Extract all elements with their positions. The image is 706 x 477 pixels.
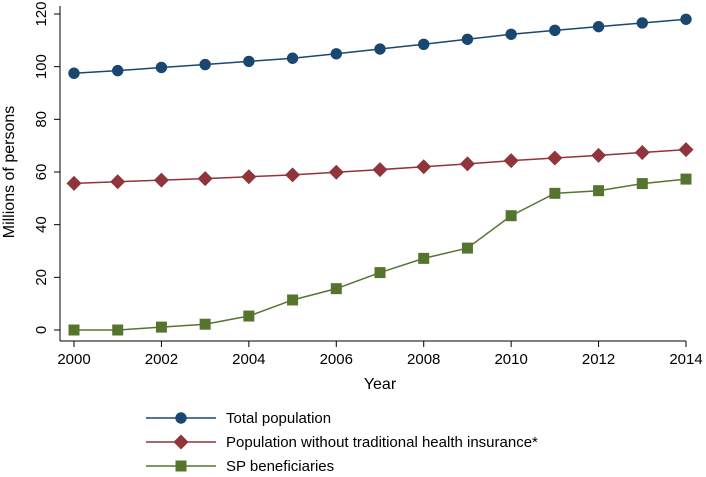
data-point xyxy=(416,159,432,175)
x-tick-label: 2002 xyxy=(145,351,178,368)
legend-marker xyxy=(175,412,187,424)
data-point xyxy=(330,48,342,60)
data-point xyxy=(153,172,169,188)
legend-label: SP beneficiaries xyxy=(226,458,334,475)
data-point xyxy=(372,162,388,178)
data-point xyxy=(199,58,211,71)
legend-marker xyxy=(175,460,187,472)
data-point xyxy=(549,24,561,37)
legend-item: SP beneficiaries xyxy=(146,458,334,475)
y-tick-label: 120 xyxy=(33,1,50,26)
data-point xyxy=(330,283,342,295)
data-point xyxy=(505,28,517,40)
series-layer xyxy=(66,13,694,336)
data-point xyxy=(374,267,386,279)
axes: 0 20 40 60 80 100 120 2000 2002 2004 2006 2008 2010… xyxy=(33,1,703,368)
data-point xyxy=(374,43,386,55)
data-point xyxy=(286,52,299,64)
data-point xyxy=(418,38,430,50)
data-point xyxy=(459,156,475,172)
legend-marker xyxy=(173,434,189,450)
series-line xyxy=(74,178,687,331)
x-tick-label: 2004 xyxy=(232,351,265,368)
y-tick-label: 20 xyxy=(33,269,50,286)
data-point xyxy=(680,13,692,25)
data-point xyxy=(634,145,650,161)
x-ticks: 2000 2002 2004 2006 2008 2010 2012 2014 xyxy=(57,341,703,368)
data-point xyxy=(243,55,255,68)
data-point xyxy=(285,167,301,183)
x-tick-label: 2008 xyxy=(407,351,440,368)
data-point xyxy=(155,61,168,74)
data-point xyxy=(112,64,124,77)
legend: Total population Population without tradi… xyxy=(146,410,538,475)
y-ticks: 0 20 40 60 80 100 120 xyxy=(33,1,60,334)
data-point xyxy=(68,324,80,336)
y-tick-label: 40 xyxy=(33,216,50,233)
data-point xyxy=(66,175,82,191)
data-point xyxy=(678,142,694,158)
data-point xyxy=(505,210,517,222)
y-axis-title: Millions of persons xyxy=(1,106,18,239)
data-point xyxy=(110,174,126,190)
y-tick-label: 100 xyxy=(33,54,50,79)
data-point xyxy=(461,242,473,254)
x-tick-label: 2010 xyxy=(494,351,527,368)
legend-item: Population without traditional health in… xyxy=(146,434,538,451)
data-point xyxy=(241,169,257,185)
data-point xyxy=(592,20,605,33)
legend-label: Total population xyxy=(226,410,331,427)
y-tick-label: 60 xyxy=(33,164,50,181)
data-point xyxy=(197,171,213,187)
data-point xyxy=(591,147,607,163)
data-point xyxy=(287,294,299,306)
data-point xyxy=(155,321,167,333)
data-point xyxy=(418,252,430,264)
series-3 xyxy=(68,173,692,336)
series-2 xyxy=(66,142,694,191)
y-tick-label: 80 xyxy=(33,111,50,128)
series-1 xyxy=(68,13,692,79)
y-tick-label: 0 xyxy=(33,326,50,334)
data-point xyxy=(547,150,563,166)
data-point xyxy=(549,187,561,199)
data-point xyxy=(328,164,344,180)
data-point xyxy=(636,17,648,29)
data-point xyxy=(68,67,80,79)
data-point xyxy=(199,318,211,330)
data-point xyxy=(461,33,474,45)
data-point xyxy=(680,173,692,185)
x-tick-label: 2014 xyxy=(669,351,702,368)
data-point xyxy=(243,310,255,322)
x-tick-label: 2006 xyxy=(320,351,353,368)
x-tick-label: 2000 xyxy=(57,351,90,368)
legend-item: Total population xyxy=(146,410,331,427)
data-point xyxy=(112,324,124,336)
data-point xyxy=(593,185,605,197)
x-tick-label: 2012 xyxy=(582,351,615,368)
legend-label: Population without traditional health in… xyxy=(226,434,538,451)
data-point xyxy=(636,178,648,190)
data-point xyxy=(503,153,519,169)
x-axis-title: Year xyxy=(364,376,397,393)
